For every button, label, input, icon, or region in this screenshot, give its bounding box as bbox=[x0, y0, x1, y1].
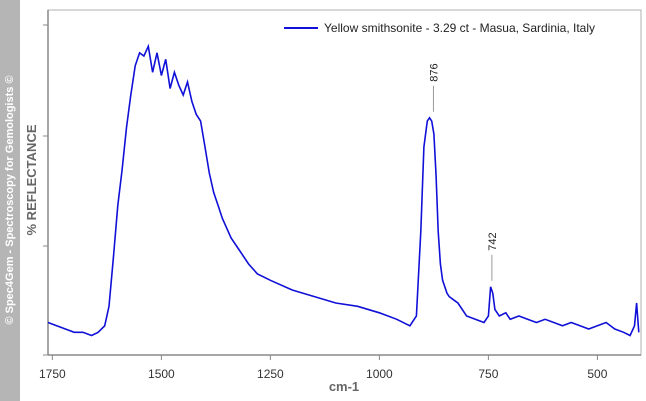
x-tick-labels: 1750 1500 1250 1000 750 500 bbox=[39, 367, 608, 381]
x-tick-label: 1000 bbox=[366, 367, 393, 381]
x-tick-label: 1500 bbox=[148, 367, 175, 381]
series-line bbox=[47, 43, 640, 337]
legend-label: Yellow smithsonite - 3.29 ct - Masua, Sa… bbox=[324, 21, 595, 35]
y-axis-title: % REFLECTANCE bbox=[24, 124, 39, 235]
annotation-label: 876 bbox=[428, 63, 440, 81]
annotation-label: 742 bbox=[487, 232, 499, 250]
peak-annotations: 876 742 bbox=[428, 63, 499, 281]
legend: Yellow smithsonite - 3.29 ct - Masua, Sa… bbox=[284, 21, 595, 35]
x-tick-label: 1750 bbox=[39, 367, 66, 381]
x-tick-label: 750 bbox=[478, 367, 498, 381]
x-tick-label: 1250 bbox=[257, 367, 284, 381]
x-tick-label: 500 bbox=[587, 367, 607, 381]
plot-frame bbox=[47, 9, 642, 356]
x-axis-title: cm-1 bbox=[329, 379, 359, 394]
sidebar-credit-bar: © Spec4Gem - Spectroscopy for Gemologist… bbox=[0, 0, 20, 401]
axis-ticks bbox=[43, 24, 598, 360]
